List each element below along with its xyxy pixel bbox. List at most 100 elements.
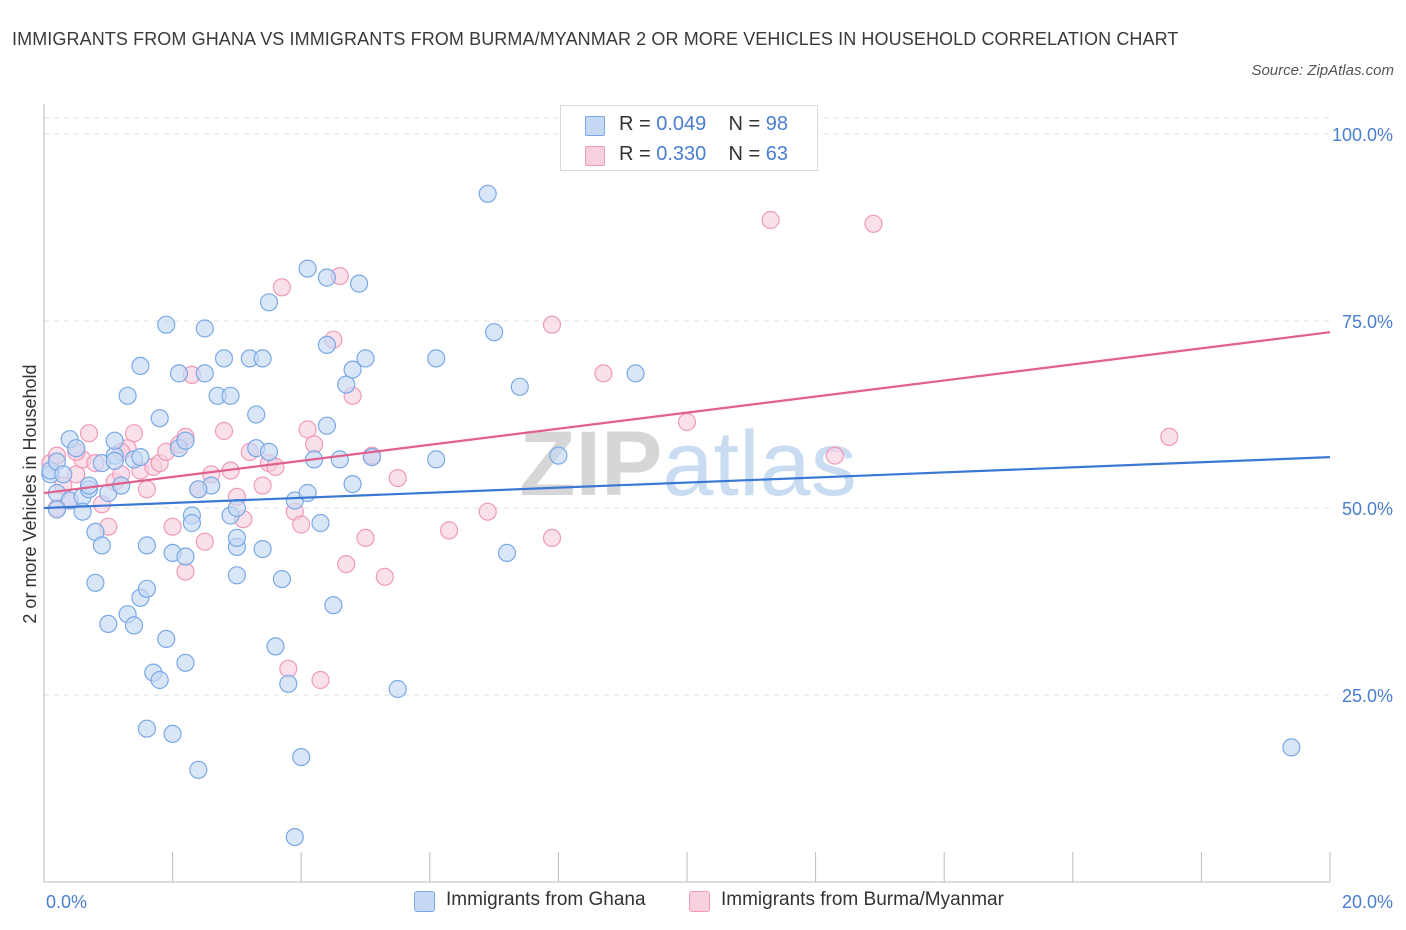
ghana-point bbox=[86, 573, 105, 592]
ghana-trend-line bbox=[43, 456, 1331, 510]
ghana-point bbox=[510, 377, 529, 396]
burma-point bbox=[478, 502, 497, 521]
ghana-point bbox=[427, 349, 446, 368]
ghana-point bbox=[176, 653, 195, 672]
grid-lines bbox=[44, 117, 1330, 696]
burma-point bbox=[677, 412, 697, 432]
legend-n-label: N = bbox=[728, 113, 761, 135]
ghana-point bbox=[137, 536, 156, 555]
ghana-point bbox=[157, 629, 176, 649]
x-tick-label: 20.0% bbox=[1342, 892, 1393, 912]
y-tick-label: 100.0% bbox=[1332, 125, 1393, 145]
ghana-point bbox=[317, 268, 336, 287]
ghana-point bbox=[182, 513, 201, 533]
ghana-point bbox=[317, 416, 336, 435]
burma-point bbox=[214, 421, 234, 441]
ghana-point bbox=[195, 319, 214, 338]
ghana-point bbox=[150, 409, 169, 428]
ghana-point bbox=[47, 500, 67, 519]
ghana-point bbox=[259, 442, 279, 461]
ghana-point bbox=[311, 513, 330, 533]
legend-label-ghana: Immigrants from Ghana bbox=[446, 889, 646, 910]
ghana-point bbox=[1282, 738, 1301, 757]
burma-point bbox=[594, 364, 613, 383]
y-axis-label: 2 or more Vehicles in Household bbox=[20, 364, 40, 623]
burma-point bbox=[137, 480, 156, 499]
ghana-point bbox=[189, 760, 208, 779]
ghana-point bbox=[478, 184, 497, 203]
burma-point bbox=[388, 469, 407, 488]
burma-point bbox=[542, 528, 562, 548]
ghana-point bbox=[549, 446, 568, 465]
legend-r-label: R = bbox=[619, 143, 651, 165]
ghana-point bbox=[285, 827, 304, 847]
ghana-point bbox=[214, 349, 234, 368]
ghana-point bbox=[247, 405, 266, 424]
burma-point bbox=[375, 567, 394, 586]
chart-source: Source: ZipAtlas.com bbox=[1251, 62, 1394, 79]
ghana-point bbox=[112, 476, 131, 495]
ghana-point bbox=[626, 364, 645, 383]
y-tick-label: 75.0% bbox=[1342, 312, 1393, 332]
ghana-point bbox=[253, 539, 272, 559]
burma-point bbox=[864, 214, 883, 233]
burma-point bbox=[163, 517, 182, 536]
chart-title: IMMIGRANTS FROM GHANA VS IMMIGRANTS FROM… bbox=[12, 29, 1179, 49]
ghana-point bbox=[298, 483, 317, 503]
ghana-point bbox=[169, 364, 189, 383]
ghana-point bbox=[298, 259, 317, 278]
ghana-point bbox=[176, 547, 195, 566]
ghana-point bbox=[343, 475, 362, 494]
y-tick-label: 25.0% bbox=[1342, 686, 1393, 706]
ghana-point bbox=[388, 679, 407, 699]
burma-point bbox=[253, 476, 272, 495]
burma-point bbox=[440, 521, 459, 540]
ghana-point bbox=[427, 450, 446, 469]
ghana-point bbox=[485, 323, 504, 342]
legend-n-value: 63 bbox=[765, 143, 789, 165]
x-tick-label: 0.0% bbox=[46, 892, 87, 912]
x-tick-labels: 0.0% 20.0% bbox=[46, 892, 1393, 912]
ghana-point bbox=[131, 356, 150, 375]
trend-lines bbox=[43, 331, 1331, 510]
ghana-point bbox=[105, 431, 124, 450]
ghana-point bbox=[227, 498, 246, 518]
ghana-point bbox=[330, 450, 349, 469]
ghana-point bbox=[195, 364, 214, 383]
ghana-point bbox=[497, 543, 517, 563]
burma-trend-line bbox=[43, 331, 1331, 495]
burma-point bbox=[1160, 427, 1179, 446]
correlation-legend: R = 0.049 N = 98 R = 0.330 N = 63 bbox=[560, 105, 818, 171]
ghana-point bbox=[266, 637, 285, 656]
ghana-point bbox=[272, 569, 291, 589]
ghana-point bbox=[343, 360, 362, 379]
y-tick-labels: 25.0% 50.0% 75.0% 100.0% bbox=[1332, 125, 1393, 706]
ghana-point bbox=[150, 670, 169, 690]
legend-n-value: 98 bbox=[765, 113, 789, 135]
burma-point bbox=[761, 210, 780, 230]
ghana-point bbox=[221, 386, 240, 405]
ghana-point bbox=[124, 616, 144, 635]
burma-point bbox=[195, 532, 214, 551]
ghana-point bbox=[350, 274, 369, 293]
ghana-point bbox=[253, 349, 272, 368]
legend-r-value: 0.330 bbox=[656, 143, 707, 165]
legend-n-label: N = bbox=[728, 143, 761, 165]
ghana-point bbox=[137, 719, 156, 738]
series-ghana-points bbox=[41, 184, 1301, 847]
ghana-point bbox=[99, 614, 118, 634]
ghana-point bbox=[176, 431, 195, 450]
burma-point bbox=[298, 420, 317, 439]
legend-swatch-burma bbox=[689, 891, 710, 912]
legend-label-burma: Immigrants from Burma/Myanmar bbox=[721, 889, 1004, 910]
ghana-point bbox=[163, 724, 182, 744]
legend-text-burma: R = 0.330 N = 63 bbox=[619, 143, 788, 166]
ghana-point bbox=[227, 528, 246, 548]
legend-swatch-ghana bbox=[585, 116, 605, 136]
y-tick-label: 50.0% bbox=[1342, 499, 1393, 519]
ghana-point bbox=[54, 465, 73, 484]
burma-point bbox=[825, 446, 845, 465]
ghana-point bbox=[227, 566, 246, 585]
burma-point bbox=[337, 554, 356, 574]
